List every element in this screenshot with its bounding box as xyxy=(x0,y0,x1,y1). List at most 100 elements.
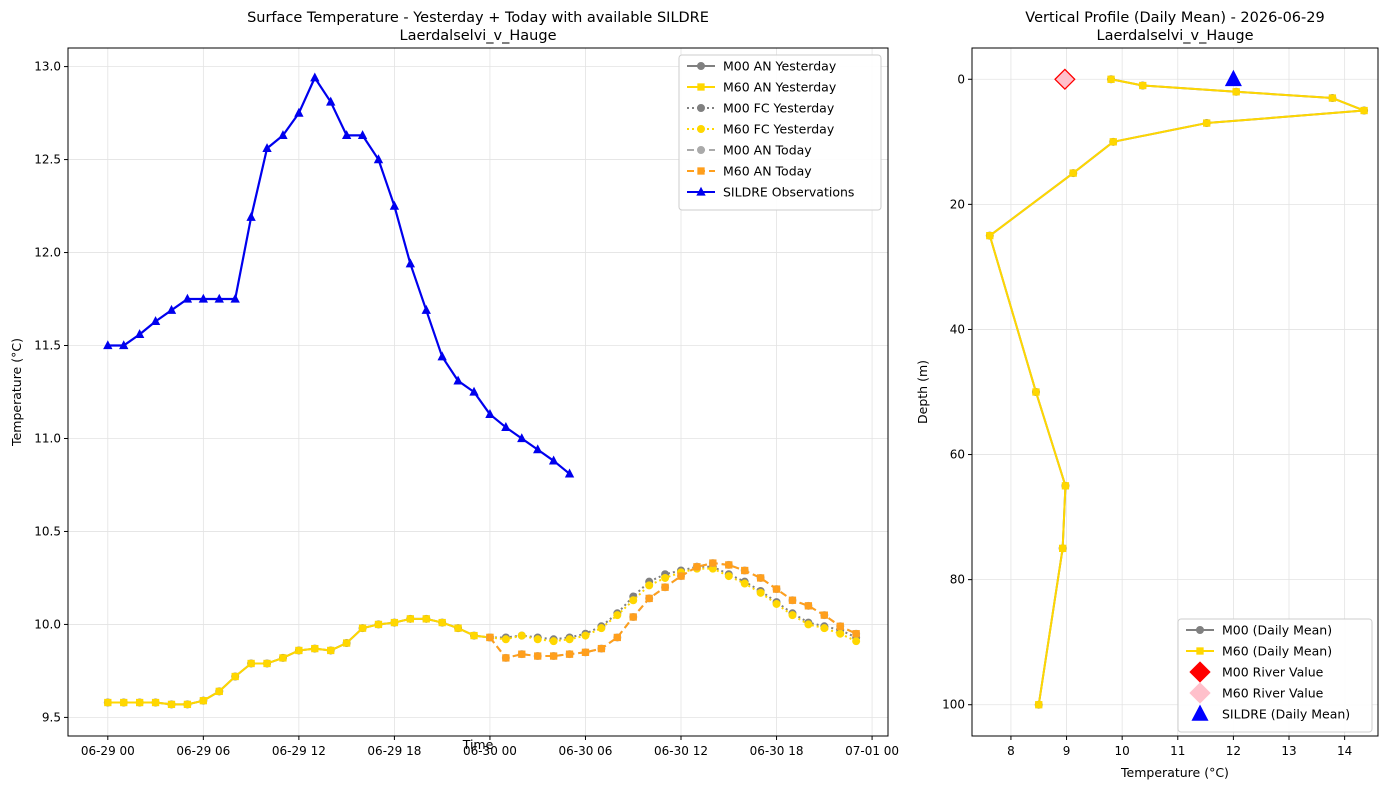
data-point xyxy=(150,316,161,325)
legend-label: M60 AN Today xyxy=(723,164,812,179)
right-chart-subtitle: Laerdalselvi_v_Hauge xyxy=(1096,28,1253,44)
legend-item: M00 AN Yesterday xyxy=(687,59,837,74)
data-point xyxy=(1032,388,1040,396)
series-line-m60-an-today xyxy=(489,562,857,659)
data-point xyxy=(709,559,717,567)
x-tick-label: 06-29 18 xyxy=(367,744,421,758)
data-point xyxy=(421,304,431,314)
right-x-axis-label: Temperature (°C) xyxy=(1120,765,1229,780)
legend-item: M60 FC Yesterday xyxy=(687,122,835,137)
legend-item: M00 AN Today xyxy=(687,143,812,158)
data-point xyxy=(342,639,351,647)
data-point xyxy=(469,386,479,396)
data-point xyxy=(1107,75,1115,83)
left-plot-area xyxy=(103,72,861,709)
data-point xyxy=(564,468,575,478)
data-point xyxy=(756,574,765,582)
data-point xyxy=(518,650,526,658)
data-point xyxy=(453,375,463,385)
data-point xyxy=(357,130,368,140)
data-point xyxy=(182,293,193,303)
data-point xyxy=(534,652,542,660)
vertical-profile-chart: Vertical Profile (Daily Mean) - 2026-06-… xyxy=(915,10,1379,780)
y-tick-label: 11.0 xyxy=(34,431,61,445)
data-point xyxy=(1054,68,1076,90)
data-point xyxy=(326,96,336,106)
x-tick-label: 12 xyxy=(1226,744,1241,758)
data-point xyxy=(820,624,829,633)
x-tick-label: 06-30 06 xyxy=(558,744,612,758)
data-point xyxy=(389,200,400,210)
data-point xyxy=(151,698,160,707)
series-line-m00-daily-mean xyxy=(988,78,1366,705)
data-point xyxy=(502,654,510,662)
y-tick-label: 10.5 xyxy=(34,524,61,538)
x-tick-label: 14 xyxy=(1337,744,1352,758)
legend-label: M60 River Value xyxy=(1222,686,1324,701)
data-point xyxy=(804,602,813,610)
data-point xyxy=(103,340,113,350)
x-tick-label: 8 xyxy=(1007,744,1015,758)
data-point xyxy=(852,630,860,638)
data-point xyxy=(215,687,223,696)
data-point xyxy=(1061,482,1070,490)
data-point xyxy=(501,422,511,431)
legend-item: M60 AN Today xyxy=(687,164,812,179)
data-point xyxy=(166,304,177,314)
legend-item: M00 (Daily Mean) xyxy=(1186,623,1332,638)
data-point xyxy=(613,611,622,620)
legend-marker xyxy=(697,104,705,112)
right-tick-labels: 8 9 10 11 12 13 14 0 20 40 60 80 100 xyxy=(942,72,1352,758)
data-point xyxy=(597,624,606,633)
data-point xyxy=(724,572,733,581)
data-point xyxy=(629,596,638,605)
data-point xyxy=(246,211,256,221)
data-point xyxy=(804,620,813,629)
data-point xyxy=(613,633,621,642)
legend-label: SILDRE (Daily Mean) xyxy=(1222,707,1350,722)
data-point xyxy=(1203,119,1211,127)
data-point xyxy=(454,624,462,632)
left-y-axis-label: Temperature (°C) xyxy=(9,338,24,447)
series-m60-an-today xyxy=(486,559,860,662)
data-point xyxy=(486,633,494,642)
data-point xyxy=(1059,544,1067,553)
data-point xyxy=(136,698,144,707)
data-point xyxy=(661,573,670,582)
data-point xyxy=(470,631,478,640)
right-chart-title: Vertical Profile (Daily Mean) - 2026-06-… xyxy=(1025,10,1324,26)
data-point xyxy=(341,130,352,140)
data-point xyxy=(1139,81,1147,90)
data-point xyxy=(548,455,559,465)
data-point xyxy=(183,700,192,709)
data-point xyxy=(199,697,207,705)
data-point xyxy=(549,652,558,660)
legend-marker xyxy=(697,146,705,154)
x-tick-label: 06-29 06 xyxy=(176,744,230,758)
legend-marker xyxy=(1191,704,1209,721)
x-tick-label: 06-30 12 xyxy=(654,744,708,758)
series-m60-an-yesterday xyxy=(104,615,494,709)
data-point xyxy=(311,644,319,653)
data-point xyxy=(629,613,637,621)
data-point xyxy=(852,637,861,646)
data-point xyxy=(167,700,176,709)
right-plot-area xyxy=(985,68,1369,709)
data-point xyxy=(581,631,590,640)
data-point xyxy=(310,72,320,82)
data-point xyxy=(390,618,399,627)
x-tick-label: 07-01 00 xyxy=(845,744,899,758)
left-legend: M00 AN Yesterday M60 AN Yesterday M00 FC Y… xyxy=(678,54,882,211)
data-point xyxy=(836,629,845,638)
data-point xyxy=(438,618,446,627)
data-point xyxy=(565,650,574,658)
data-point xyxy=(1109,138,1117,146)
data-point xyxy=(693,563,701,571)
y-tick-label: 40 xyxy=(950,322,965,336)
y-tick-label: 0 xyxy=(957,72,965,86)
legend-item: M60 AN Yesterday xyxy=(687,80,837,95)
series-sildre-daily-mean xyxy=(1224,69,1242,87)
left-chart-subtitle: Laerdalselvi_v_Hauge xyxy=(399,28,556,44)
left-x-axis-label: Time xyxy=(462,737,494,752)
series-line-sildre-observations xyxy=(107,76,571,475)
